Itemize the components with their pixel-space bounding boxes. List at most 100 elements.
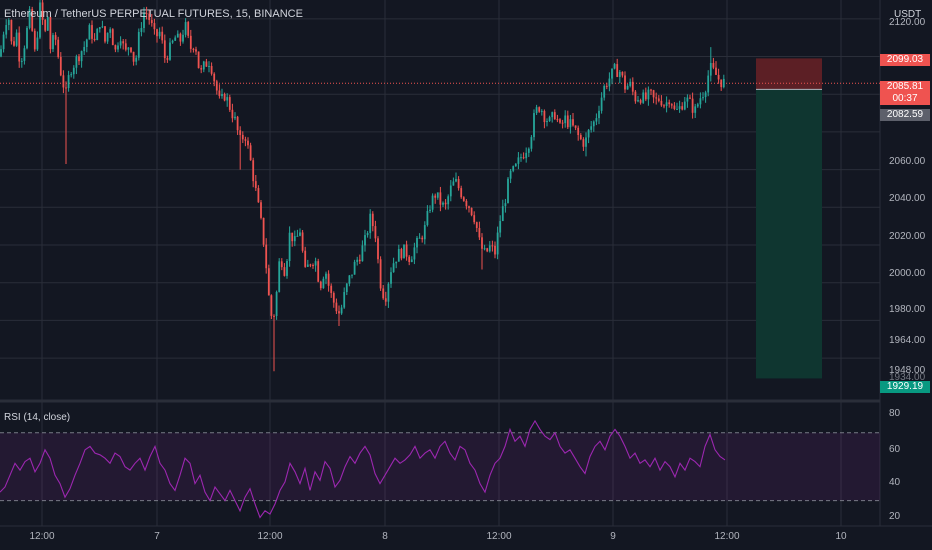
- candle-body: [665, 102, 668, 107]
- candle-body: [447, 196, 450, 205]
- candle-body: [239, 130, 242, 135]
- candle-body: [293, 236, 296, 242]
- candle-body: [668, 102, 671, 105]
- candle-body: [317, 261, 320, 282]
- candle-body: [704, 92, 707, 98]
- candle-body: [205, 61, 208, 67]
- candle-body: [655, 97, 658, 99]
- candle-body: [538, 107, 541, 112]
- candle-body: [481, 237, 483, 249]
- candle-body: [652, 90, 655, 98]
- rsi-tick-40: 40: [889, 477, 901, 488]
- candle-body: [621, 71, 624, 76]
- candle-body: [104, 26, 106, 42]
- rsi-tick-60: 60: [889, 444, 901, 455]
- candle-body: [408, 256, 411, 263]
- candle-body: [335, 302, 338, 312]
- candle-body: [137, 31, 140, 58]
- candle-body: [241, 134, 244, 140]
- candle-body: [54, 35, 57, 40]
- candle-body: [616, 64, 619, 77]
- candle-body: [46, 16, 49, 31]
- candle-body: [605, 85, 608, 87]
- candle-body: [215, 81, 218, 91]
- candle-body: [140, 28, 143, 32]
- candle-body: [460, 188, 463, 198]
- x-tick-day-10: 10: [835, 531, 847, 542]
- candle-body: [70, 74, 73, 76]
- candle-body: [148, 13, 151, 21]
- y-tick-2060: 2060.00: [889, 156, 926, 167]
- candle-body: [720, 79, 723, 88]
- candle-body: [36, 37, 39, 50]
- candle-body: [491, 245, 494, 247]
- candle-body: [98, 27, 101, 30]
- y-tick-2120: 2120.00: [889, 17, 926, 28]
- candle-body: [663, 105, 665, 107]
- candle-body: [577, 127, 580, 136]
- candle-body: [109, 29, 112, 33]
- stop-loss-zone: [756, 58, 822, 90]
- rsi-indicator-label[interactable]: RSI (14, close): [4, 412, 71, 423]
- candle-body: [709, 63, 712, 76]
- candle-body: [559, 119, 561, 123]
- candle-body: [262, 217, 265, 245]
- candle-body: [187, 22, 190, 36]
- candle-body: [561, 122, 564, 124]
- candle-body: [624, 75, 626, 90]
- candle-body: [231, 109, 234, 119]
- candle-body: [384, 298, 387, 302]
- candle-body: [551, 112, 554, 118]
- y-tick-1948: 1948.00: [889, 365, 926, 376]
- candle-body: [572, 119, 574, 126]
- candle-body: [715, 67, 717, 75]
- candle-body: [59, 56, 62, 76]
- candle-body: [696, 104, 699, 107]
- candle-body: [486, 248, 489, 252]
- candle-body: [286, 260, 288, 276]
- candle-body: [501, 206, 504, 222]
- candle-body: [236, 116, 239, 131]
- candle-body: [52, 35, 54, 50]
- candle-body: [431, 195, 434, 210]
- candle-body: [132, 51, 135, 62]
- candle-body: [278, 261, 281, 292]
- candle-body: [348, 275, 351, 284]
- x-tick-1200-c: 12:00: [486, 531, 512, 542]
- currency-unit-label[interactable]: USDT: [894, 9, 922, 20]
- candle-body: [7, 20, 10, 26]
- y-tick-1934: 1934.00: [889, 372, 926, 383]
- candle-body: [309, 264, 312, 266]
- candle-body: [520, 157, 522, 159]
- candle-body: [410, 259, 413, 263]
- candle-body: [592, 121, 595, 127]
- candle-body: [299, 232, 301, 236]
- candle-body: [507, 178, 509, 204]
- candle-body: [41, 2, 44, 20]
- candle-body: [468, 206, 470, 208]
- candle-body: [85, 39, 88, 48]
- candle-body: [678, 106, 681, 109]
- candle-body: [223, 94, 226, 101]
- candle-body: [166, 58, 169, 60]
- candle-body: [387, 283, 390, 302]
- chart-title: Ethereum / TetherUS PERPETUAL FUTURES, 1…: [4, 8, 303, 20]
- candle-body: [340, 307, 343, 314]
- candle-body: [353, 261, 356, 275]
- candle-body: [358, 259, 361, 262]
- candle-body: [457, 179, 460, 189]
- candle-body: [553, 112, 556, 120]
- candle-body: [548, 117, 551, 122]
- candle-body: [475, 222, 478, 228]
- candle-body: [574, 125, 577, 128]
- candle-body: [418, 237, 421, 239]
- candle-body: [156, 29, 158, 37]
- candle-body: [579, 135, 582, 140]
- candle-body: [397, 249, 400, 262]
- candle-body: [423, 225, 426, 240]
- candle-body: [449, 185, 452, 197]
- candle-body: [117, 45, 119, 50]
- candle-body: [322, 278, 325, 289]
- candle-body: [699, 98, 702, 105]
- candle-body: [546, 121, 548, 123]
